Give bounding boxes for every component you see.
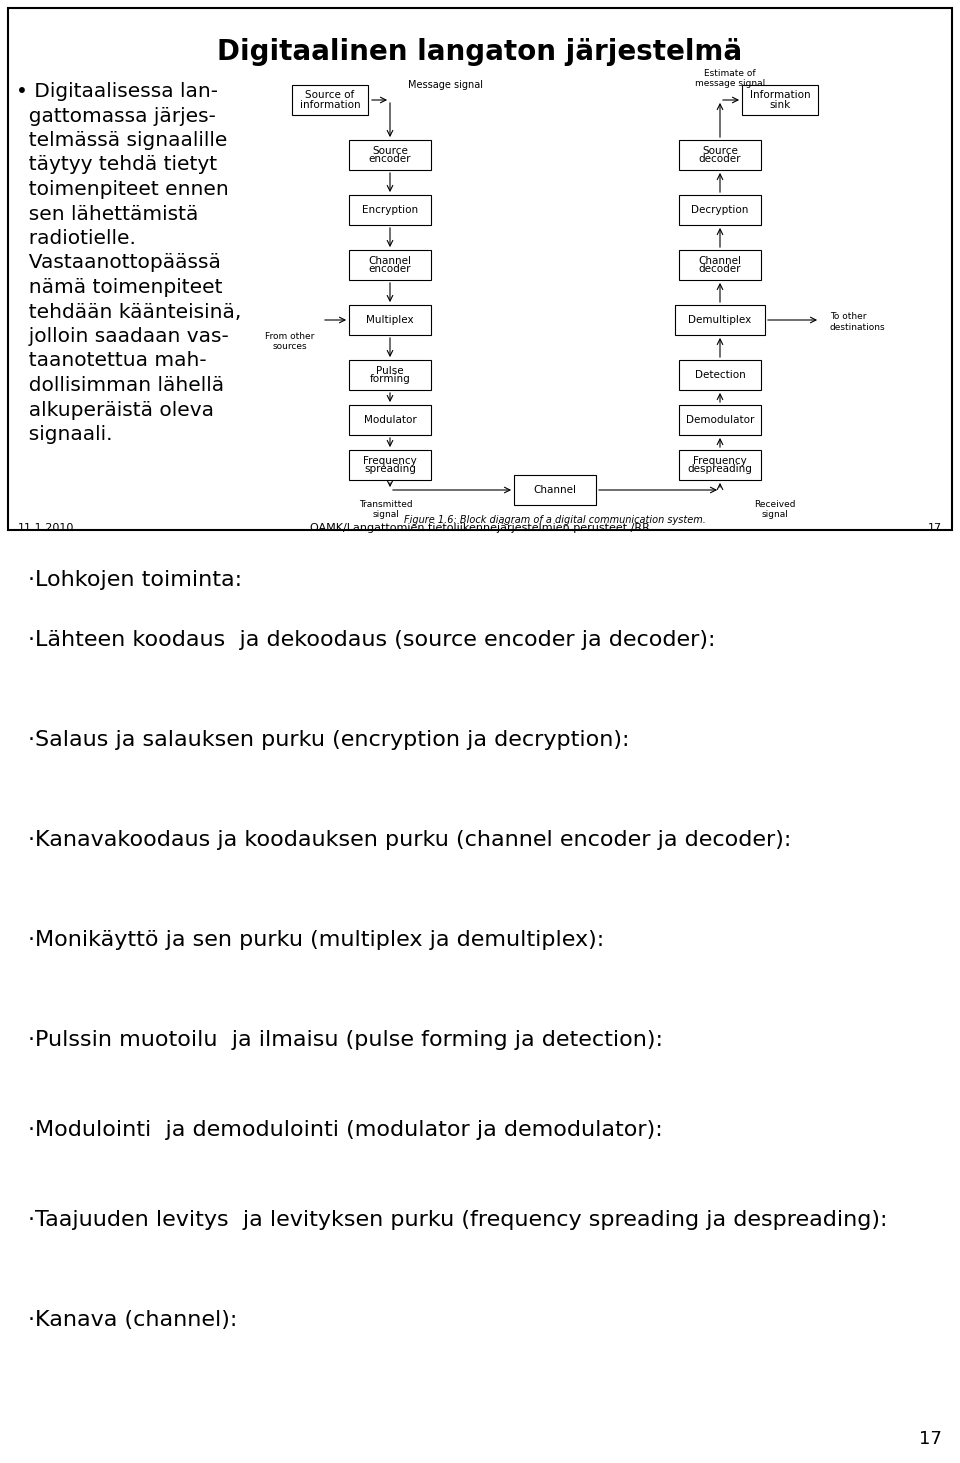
Text: spreading: spreading: [364, 464, 416, 474]
Bar: [349, 195, 431, 225]
Text: dollisimman lähellä: dollisimman lähellä: [16, 376, 224, 395]
Text: telmässä signaalille: telmässä signaalille: [16, 132, 228, 151]
Bar: [679, 140, 761, 170]
Text: Figure 1.6: Block diagram of a digital communication system.: Figure 1.6: Block diagram of a digital c…: [404, 515, 706, 525]
Text: information: information: [300, 99, 360, 110]
Text: Channel: Channel: [699, 256, 741, 265]
Text: forming: forming: [370, 375, 410, 385]
Text: Information: Information: [750, 91, 810, 101]
Bar: [679, 250, 761, 279]
Text: toimenpiteet ennen: toimenpiteet ennen: [16, 180, 228, 199]
Text: Decryption: Decryption: [691, 205, 749, 215]
Text: OAMK/Langattomien tietoliikennejärjestelmien perusteet /RR: OAMK/Langattomien tietoliikennejärjestel…: [310, 522, 650, 533]
Text: encoder: encoder: [369, 265, 411, 275]
Text: jolloin saadaan vas-: jolloin saadaan vas-: [16, 328, 228, 347]
Text: To other
destinations: To other destinations: [830, 312, 886, 332]
Text: Frequency: Frequency: [363, 455, 417, 465]
Bar: [349, 304, 431, 335]
Bar: [8, 7, 952, 530]
Text: Received: Received: [755, 500, 796, 509]
Bar: [679, 405, 761, 435]
Text: despreading: despreading: [687, 464, 753, 474]
Text: decoder: decoder: [699, 155, 741, 164]
Text: ·Kanava (channel):: ·Kanava (channel):: [28, 1309, 237, 1330]
Text: ·Modulointi  ja demodulointi (modulator ja demodulator):: ·Modulointi ja demodulointi (modulator j…: [28, 1121, 662, 1140]
Text: Demultiplex: Demultiplex: [688, 315, 752, 325]
Text: Frequency: Frequency: [693, 455, 747, 465]
Text: ·Salaus ja salauksen purku (encryption ja decryption):: ·Salaus ja salauksen purku (encryption j…: [28, 730, 630, 751]
Text: Digitaalinen langaton järjestelmä: Digitaalinen langaton järjestelmä: [217, 38, 743, 66]
Text: ·Lähteen koodaus  ja dekoodaus (source encoder ja decoder):: ·Lähteen koodaus ja dekoodaus (source en…: [28, 631, 715, 650]
Text: ·Taajuuden levitys  ja levityksen purku (frequency spreading ja despreading):: ·Taajuuden levitys ja levityksen purku (…: [28, 1210, 887, 1230]
Text: Encryption: Encryption: [362, 205, 418, 215]
Bar: [742, 85, 818, 116]
Text: gattomassa järjes-: gattomassa järjes-: [16, 107, 216, 126]
Text: Source of: Source of: [305, 91, 354, 101]
Text: taanotettua mah-: taanotettua mah-: [16, 351, 206, 370]
Text: 11.1.2010: 11.1.2010: [18, 522, 74, 533]
Bar: [349, 405, 431, 435]
Text: ·Lohkojen toiminta:: ·Lohkojen toiminta:: [28, 571, 242, 590]
Text: radiotielle.: radiotielle.: [16, 230, 136, 249]
Bar: [349, 140, 431, 170]
Text: Multiplex: Multiplex: [366, 315, 414, 325]
Text: Vastaanottopäässä: Vastaanottopäässä: [16, 253, 221, 272]
Text: alkuperäistä oleva: alkuperäistä oleva: [16, 401, 214, 420]
Bar: [679, 451, 761, 480]
Text: decoder: decoder: [699, 265, 741, 275]
Text: signal: signal: [761, 511, 788, 519]
Text: From other
sources: From other sources: [265, 332, 315, 351]
Bar: [679, 195, 761, 225]
Text: Estimate of: Estimate of: [705, 69, 756, 78]
Text: Modulator: Modulator: [364, 415, 417, 424]
Text: sen lähettämistä: sen lähettämistä: [16, 205, 199, 224]
Text: message signal: message signal: [695, 79, 765, 88]
Text: encoder: encoder: [369, 155, 411, 164]
Text: Transmitted: Transmitted: [359, 500, 413, 509]
Text: tehdään käänteisinä,: tehdään käänteisinä,: [16, 303, 241, 322]
Text: signaali.: signaali.: [16, 424, 112, 443]
Text: Message signal: Message signal: [408, 80, 483, 91]
Text: täytyy tehdä tietyt: täytyy tehdä tietyt: [16, 155, 217, 174]
Text: Source: Source: [372, 145, 408, 155]
Bar: [679, 360, 761, 391]
Text: signal: signal: [372, 511, 399, 519]
Text: ·Pulssin muotoilu  ja ilmaisu (pulse forming ja detection):: ·Pulssin muotoilu ja ilmaisu (pulse form…: [28, 1030, 663, 1050]
Text: Pulse: Pulse: [376, 366, 404, 376]
Text: Channel: Channel: [534, 486, 577, 494]
Bar: [514, 475, 596, 505]
Text: Channel: Channel: [369, 256, 412, 265]
Text: ·Monikäyttö ja sen purku (multiplex ja demultiplex):: ·Monikäyttö ja sen purku (multiplex ja d…: [28, 930, 604, 949]
Text: Demodulator: Demodulator: [685, 415, 755, 424]
Text: • Digitaalisessa lan-: • Digitaalisessa lan-: [16, 82, 218, 101]
Text: nämä toimenpiteet: nämä toimenpiteet: [16, 278, 223, 297]
Text: 17: 17: [919, 1429, 942, 1448]
Bar: [292, 85, 368, 116]
Bar: [349, 451, 431, 480]
Bar: [349, 360, 431, 391]
Text: 17: 17: [928, 522, 942, 533]
Text: Source: Source: [702, 145, 738, 155]
Text: Detection: Detection: [695, 370, 745, 380]
Text: sink: sink: [769, 99, 791, 110]
Text: ·Kanavakoodaus ja koodauksen purku (channel encoder ja decoder):: ·Kanavakoodaus ja koodauksen purku (chan…: [28, 830, 791, 850]
Bar: [349, 250, 431, 279]
Bar: [675, 304, 765, 335]
